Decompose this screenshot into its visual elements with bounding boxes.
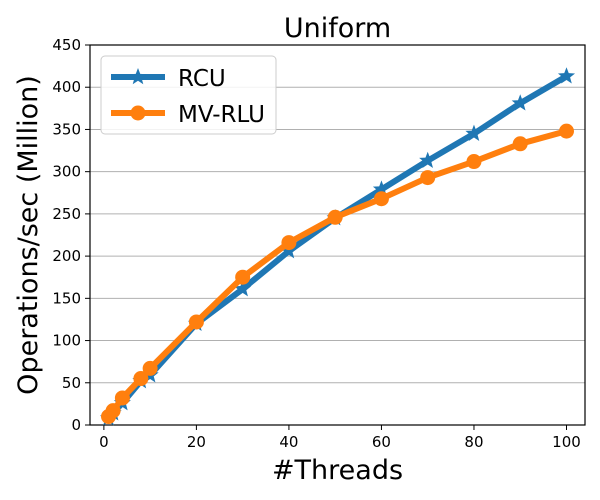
x-tick-label: 80 bbox=[464, 433, 483, 451]
data-point-rcu bbox=[280, 242, 298, 259]
data-point-mv-rlu bbox=[114, 390, 130, 406]
data-point-rcu bbox=[465, 124, 483, 141]
y-tick-label: 350 bbox=[52, 120, 81, 138]
x-tick-label: 60 bbox=[372, 433, 391, 451]
y-tick-label: 150 bbox=[52, 289, 81, 307]
x-tick-label: 0 bbox=[99, 433, 109, 451]
y-tick-label: 50 bbox=[62, 374, 81, 392]
legend-label-rcu: RCU bbox=[178, 66, 226, 92]
data-point-mv-rlu bbox=[281, 235, 297, 251]
x-tick-label: 20 bbox=[187, 433, 206, 451]
y-ticks: 0 50 100 150 200 250 300 350 400 450 bbox=[52, 36, 90, 434]
data-point-rcu bbox=[419, 151, 437, 168]
y-tick-label: 450 bbox=[52, 36, 81, 54]
legend: RCU MV-RLU bbox=[100, 55, 277, 135]
y-tick-label: 250 bbox=[52, 205, 81, 223]
y-tick-label: 400 bbox=[52, 78, 81, 96]
chart-title: Uniform bbox=[284, 13, 391, 44]
data-point-mv-rlu bbox=[373, 191, 389, 207]
data-point-mv-rlu bbox=[420, 170, 436, 186]
legend-label-mv-rlu: MV-RLU bbox=[178, 102, 265, 128]
data-point-mv-rlu bbox=[466, 154, 482, 170]
series-mv-rlu bbox=[101, 123, 574, 425]
x-tick-label: 100 bbox=[552, 433, 581, 451]
data-point-mv-rlu bbox=[133, 371, 149, 387]
data-point-rcu bbox=[511, 94, 529, 111]
data-point-mv-rlu bbox=[188, 314, 204, 330]
y-tick-label: 0 bbox=[71, 416, 81, 434]
x-axis-label: #Threads bbox=[272, 455, 403, 486]
data-point-mv-rlu bbox=[105, 403, 121, 419]
x-ticks: 0 20 40 60 80 100 bbox=[99, 425, 581, 451]
y-tick-label: 200 bbox=[52, 247, 81, 265]
data-point-rcu bbox=[557, 67, 576, 84]
data-point-mv-rlu bbox=[558, 123, 574, 139]
legend-marker-rcu bbox=[129, 68, 147, 85]
plot-area-frame bbox=[89, 44, 586, 426]
data-point-mv-rlu bbox=[512, 136, 528, 152]
data-point-mv-rlu bbox=[327, 209, 343, 225]
y-axis-label: Operations/sec (Million) bbox=[13, 75, 44, 395]
y-tick-label: 100 bbox=[52, 332, 81, 350]
data-point-mv-rlu bbox=[142, 360, 158, 376]
series-line-mv-rlu bbox=[105, 128, 570, 420]
data-point-rcu bbox=[372, 180, 391, 197]
legend-marker-mv-rlu bbox=[130, 105, 146, 121]
data-point-rcu bbox=[234, 280, 252, 297]
x-tick-label: 40 bbox=[279, 433, 298, 451]
y-tick-label: 300 bbox=[52, 163, 81, 181]
data-point-mv-rlu bbox=[235, 269, 251, 285]
series-layer bbox=[99, 67, 576, 426]
